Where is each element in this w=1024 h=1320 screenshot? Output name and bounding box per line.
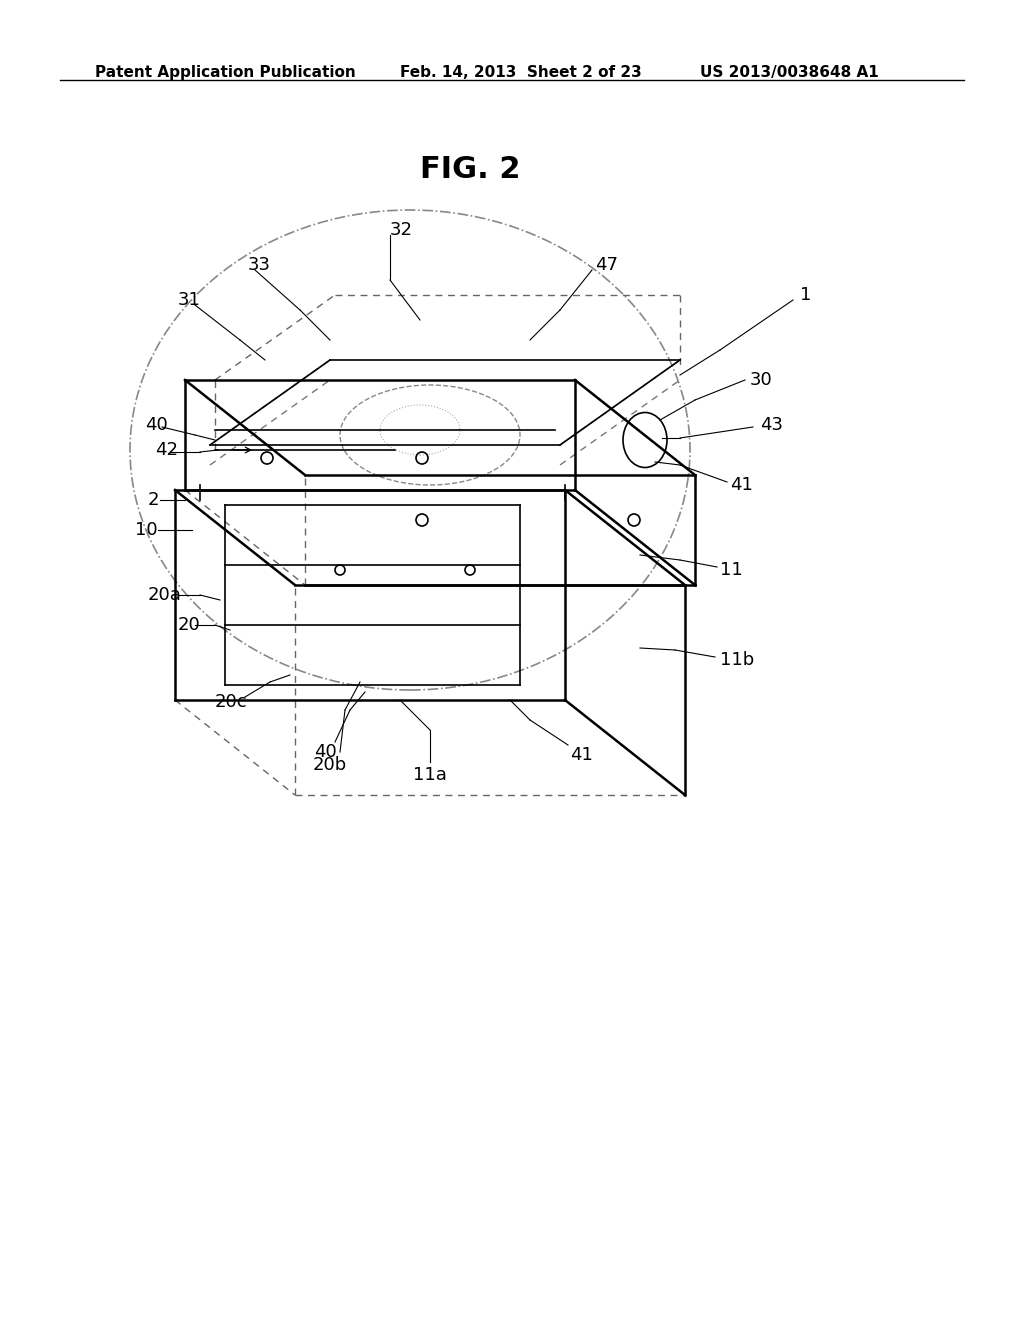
Text: 43: 43 xyxy=(760,416,783,434)
Text: 31: 31 xyxy=(178,290,201,309)
Text: 40: 40 xyxy=(145,416,168,434)
Text: 11b: 11b xyxy=(720,651,755,669)
Text: 11: 11 xyxy=(720,561,742,579)
Text: 42: 42 xyxy=(155,441,178,459)
Text: 2: 2 xyxy=(148,491,160,510)
Text: 33: 33 xyxy=(248,256,271,275)
Text: 1: 1 xyxy=(800,286,811,304)
Text: 20: 20 xyxy=(178,616,201,634)
Text: 20c: 20c xyxy=(215,693,248,711)
Text: US 2013/0038648 A1: US 2013/0038648 A1 xyxy=(700,65,879,81)
Text: 11a: 11a xyxy=(413,766,446,784)
Text: 20b: 20b xyxy=(313,756,347,774)
Text: Patent Application Publication: Patent Application Publication xyxy=(95,65,355,81)
Text: 20a: 20a xyxy=(148,586,182,605)
Text: 41: 41 xyxy=(730,477,753,494)
Text: 10: 10 xyxy=(135,521,158,539)
Text: FIG. 2: FIG. 2 xyxy=(420,154,520,183)
Text: 41: 41 xyxy=(570,746,593,764)
Text: 47: 47 xyxy=(595,256,618,275)
Text: 32: 32 xyxy=(390,220,413,239)
Text: 30: 30 xyxy=(750,371,773,389)
Text: 40: 40 xyxy=(313,743,336,762)
Text: Feb. 14, 2013  Sheet 2 of 23: Feb. 14, 2013 Sheet 2 of 23 xyxy=(400,65,642,81)
